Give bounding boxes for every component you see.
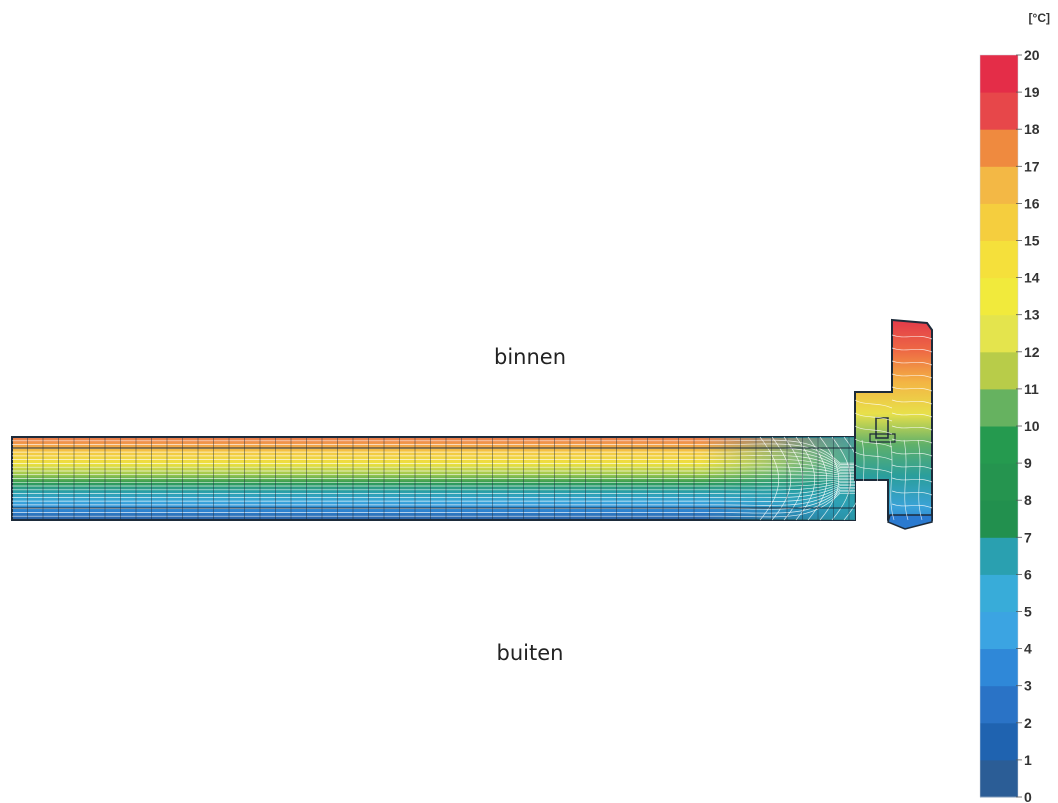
outside-label: buiten <box>497 641 564 665</box>
legend-band-10 <box>980 388 1018 427</box>
legend-band-16 <box>980 166 1018 204</box>
legend-band-19 <box>980 55 1018 93</box>
legend-unit-label: [°C] <box>1029 11 1050 25</box>
legend-tick-label: 17 <box>1024 158 1040 174</box>
legend-band-1 <box>980 722 1018 761</box>
frame-isotherm-lines <box>854 334 933 521</box>
legend-tick-label: 9 <box>1024 455 1032 471</box>
legend-tick-label: 15 <box>1024 233 1040 249</box>
legend-tick-label: 4 <box>1024 641 1032 657</box>
legend-band-12 <box>980 314 1018 353</box>
legend-tick-label: 10 <box>1024 418 1040 434</box>
legend-band-15 <box>980 203 1018 241</box>
legend-tick-label: 1 <box>1024 752 1032 768</box>
legend-tick-label: 12 <box>1024 344 1040 360</box>
legend-band-9 <box>980 426 1018 464</box>
legend-band-7 <box>980 500 1018 538</box>
legend-tick-label: 2 <box>1024 715 1032 731</box>
legend-band-2 <box>980 685 1018 724</box>
legend-band-5 <box>980 574 1018 612</box>
legend-color-bands <box>979 54 1019 798</box>
legend-band-3 <box>980 648 1018 687</box>
legend-band-14 <box>980 240 1018 279</box>
legend-band-18 <box>980 92 1018 130</box>
legend-tick-label: 6 <box>1024 566 1032 582</box>
legend-tick-label: 8 <box>1024 492 1032 508</box>
wall-section <box>11 436 863 521</box>
wall-mesh-lines <box>11 437 855 520</box>
legend-tick-label: 16 <box>1024 195 1040 211</box>
inside-label: binnen <box>494 345 566 369</box>
legend-tick-label: 13 <box>1024 307 1040 323</box>
legend-tick-label: 14 <box>1024 270 1040 286</box>
legend-tick-label: 0 <box>1024 789 1032 803</box>
legend-band-4 <box>980 611 1018 650</box>
legend-tick-label: 5 <box>1024 604 1032 620</box>
legend-tick-label: 3 <box>1024 678 1032 694</box>
legend-tick-label: 11 <box>1024 381 1039 397</box>
legend-tick-label: 7 <box>1024 529 1032 545</box>
legend-band-6 <box>980 537 1018 575</box>
legend-band-17 <box>980 129 1018 167</box>
legend-band-11 <box>980 351 1018 390</box>
wall-isotherm-lines <box>12 436 863 521</box>
window-frame <box>854 318 933 530</box>
legend-band-8 <box>980 463 1018 501</box>
legend-tick-label: 19 <box>1024 84 1040 100</box>
legend-band-0 <box>980 759 1018 798</box>
legend-tick-label: 20 <box>1024 47 1040 63</box>
legend-band-13 <box>980 277 1018 316</box>
legend-tick-label: 18 <box>1024 121 1040 137</box>
